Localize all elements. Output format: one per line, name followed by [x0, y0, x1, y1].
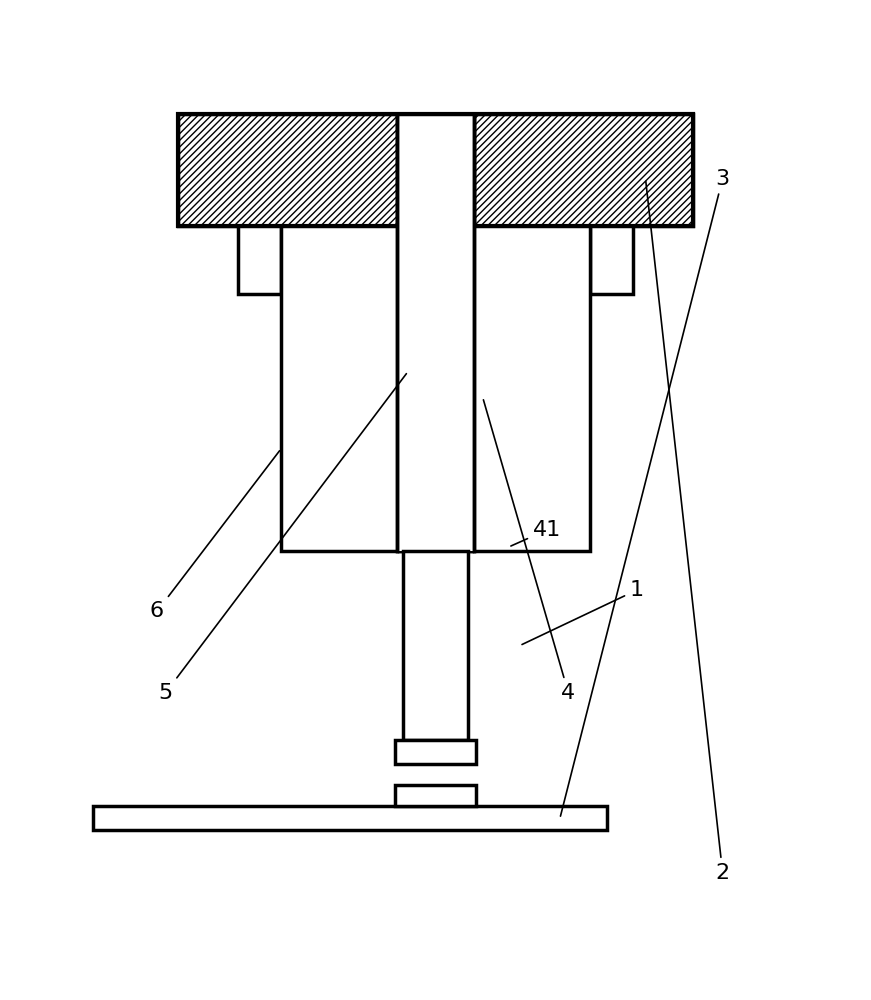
Bar	[395, 740, 476, 764]
Text: 5: 5	[159, 374, 407, 703]
Text: 4: 4	[483, 400, 576, 703]
Bar	[403, 551, 468, 740]
Bar	[474, 114, 692, 226]
Bar	[281, 226, 590, 551]
Bar	[397, 114, 474, 551]
Bar	[590, 226, 632, 294]
Text: 2: 2	[645, 181, 730, 883]
Text: 6: 6	[150, 451, 280, 621]
Bar	[92, 806, 607, 830]
Bar	[395, 785, 476, 806]
Bar	[179, 114, 397, 226]
Bar	[399, 527, 472, 551]
Text: 1: 1	[522, 580, 644, 645]
Text: 41: 41	[511, 520, 561, 546]
Text: 3: 3	[560, 169, 730, 816]
Bar	[179, 114, 692, 226]
Bar	[239, 226, 281, 294]
